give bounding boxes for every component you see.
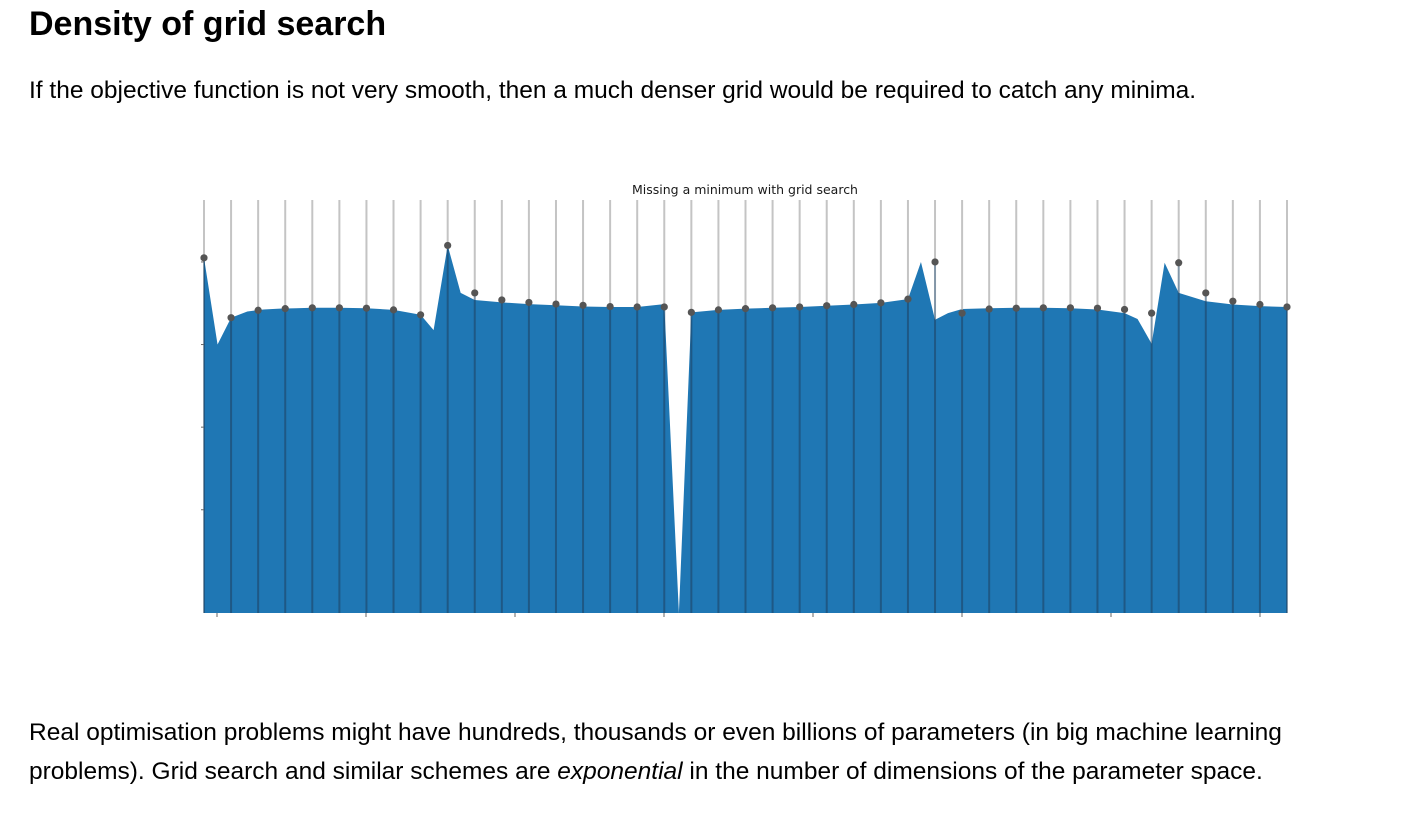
sample-point <box>1283 303 1291 311</box>
sample-point <box>389 306 398 314</box>
sample-point <box>931 258 939 266</box>
grid-search-figure: Missing a minimum with grid search <box>0 170 1404 640</box>
sample-point <box>1148 309 1156 317</box>
sample-point <box>1012 304 1020 312</box>
sample-point <box>1066 304 1074 312</box>
sample-point <box>254 306 262 314</box>
sample-point <box>281 305 289 313</box>
sample-point <box>227 314 235 322</box>
sample-point <box>633 303 641 311</box>
sample-point <box>1229 297 1237 305</box>
sample-point <box>687 308 695 316</box>
sample-point <box>1120 305 1129 314</box>
sample-points-layer <box>200 241 1291 322</box>
sample-point <box>362 304 371 312</box>
sample-point <box>1202 289 1210 297</box>
sample-point <box>444 241 452 250</box>
body-text-start: Real optimisation problems might have hu… <box>29 719 1282 785</box>
grid-search-chart: Missing a minimum with grid search <box>200 182 1291 617</box>
sample-point <box>850 300 858 309</box>
sample-point <box>471 289 479 297</box>
sample-point <box>660 303 668 311</box>
sample-point <box>579 301 587 309</box>
sample-point <box>200 254 208 262</box>
sample-point <box>796 303 804 311</box>
sample-point <box>417 311 425 319</box>
sample-point <box>768 304 777 312</box>
sample-point <box>904 295 912 303</box>
sample-point <box>552 300 560 308</box>
sample-point <box>741 305 750 313</box>
emphasis-exponential: exponential <box>557 758 683 785</box>
sample-point <box>958 309 966 317</box>
axis-ticks-layer <box>201 261 1261 617</box>
intro-paragraph: If the objective function is not very sm… <box>29 77 1197 104</box>
sample-point <box>1256 300 1264 309</box>
sample-point <box>1093 304 1102 312</box>
sample-point <box>606 302 614 311</box>
body-paragraph: Real optimisation problems might have hu… <box>29 713 1389 791</box>
sample-point <box>498 296 506 304</box>
sample-point <box>877 299 885 307</box>
page-title: Density of grid search <box>29 5 387 43</box>
sample-point <box>308 304 316 312</box>
sample-point <box>714 306 723 314</box>
sample-point <box>1039 304 1047 312</box>
sample-point <box>525 298 533 307</box>
sample-point <box>823 302 831 310</box>
sample-point <box>985 305 993 313</box>
chart-title: Missing a minimum with grid search <box>632 182 858 197</box>
body-text-end: in the number of dimensions of the param… <box>682 758 1263 785</box>
sample-point <box>335 304 343 312</box>
grid-lines-layer <box>203 200 1288 613</box>
sample-point <box>1175 259 1183 267</box>
